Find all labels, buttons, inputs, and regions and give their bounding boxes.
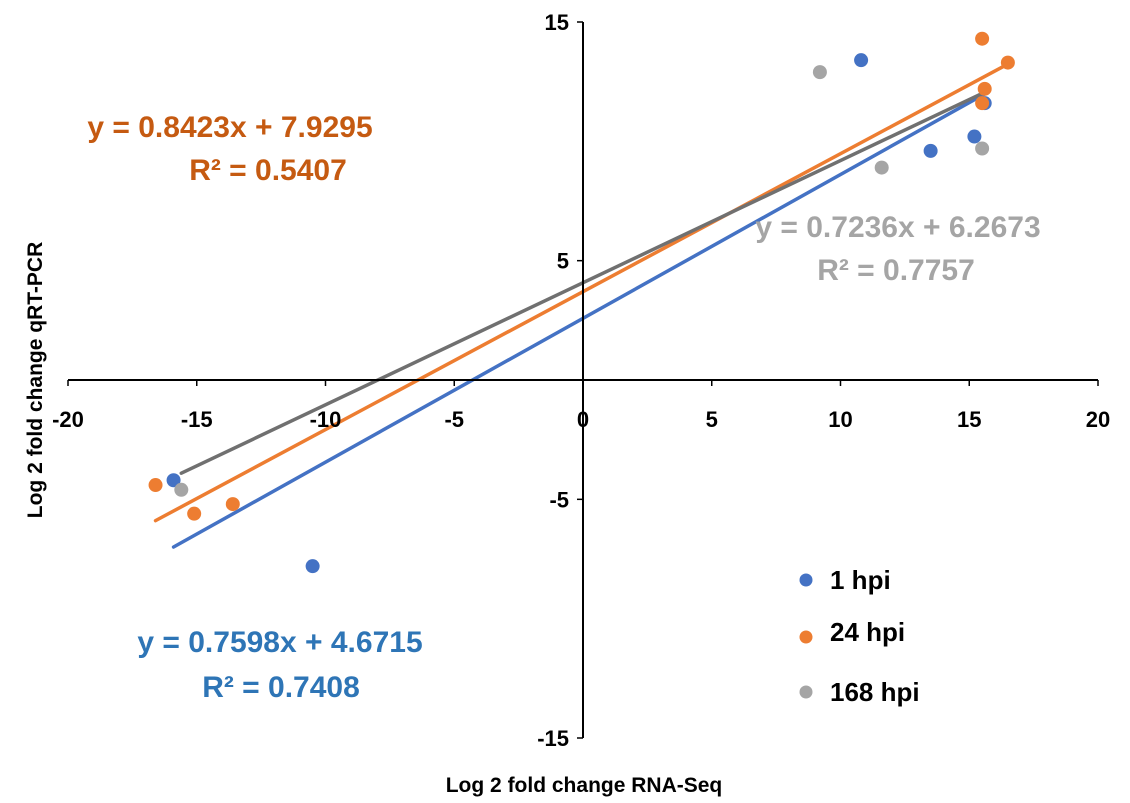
x-tick-label: -20 [52,407,84,432]
equation-blue: y = 0.7598x + 4.6715 [137,626,422,659]
legend-marker-24hpi [799,630,813,644]
equation-gray: y = 0.7236x + 6.2673 [755,211,1040,244]
x-tick-label: -10 [310,407,342,432]
data-point-168-hpi [174,482,189,497]
data-point-24-hpi [975,31,990,46]
y-axis-title: Log 2 fold change qRT-PCR [24,242,47,519]
y-tick-label: 15 [545,10,569,35]
data-point-24-hpi [977,81,992,96]
legend-label-1hpi: 1 hpi [830,565,891,595]
data-point-1-hpi [854,53,869,68]
data-point-1-hpi [967,129,982,144]
trendline-168-hpi [179,91,984,475]
r-squared-gray: R² = 0.7757 [817,254,975,287]
trendline-24-hpi [153,62,1010,523]
trendline-group [153,62,1010,549]
legend-marker-168hpi [799,685,813,699]
legend-marker-1hpi [799,573,813,587]
data-points-group [148,31,1015,574]
data-point-168-hpi [975,141,990,156]
data-point-24-hpi [225,497,240,512]
legend: 1 hpi 24 hpi 168 hpi [799,565,920,707]
trendline-1-hpi [171,92,987,549]
data-point-24-hpi [148,478,163,493]
x-tick-label: 0 [577,407,589,432]
legend-label-168hpi: 168 hpi [830,677,920,707]
r-squared-orange: R² = 0.5407 [189,154,347,187]
x-tick-label: 10 [828,407,852,432]
data-point-24-hpi [1000,55,1015,70]
data-point-168-hpi [874,160,889,175]
data-point-24-hpi [187,506,202,521]
data-point-1-hpi [923,143,938,158]
data-point-24-hpi [975,96,990,111]
legend-label-24hpi: 24 hpi [830,617,905,647]
y-tick-label: -15 [537,726,569,751]
x-tick-label: -5 [444,407,464,432]
x-tick-label: 5 [706,407,718,432]
y-tick-label: -5 [549,487,569,512]
data-point-1-hpi [166,473,181,488]
x-tick-label: 20 [1086,407,1110,432]
x-tick-label: -15 [181,407,213,432]
x-axis-title: Log 2 fold change RNA-Seq [446,774,723,797]
x-tick-label: 15 [957,407,981,432]
y-tick-labels: -15 -5 5 15 [537,10,583,751]
data-point-1-hpi [305,559,320,574]
data-point-168-hpi [812,65,827,80]
x-tick-labels: -20 -15 -10 -5 0 5 10 15 20 [52,380,1110,432]
equation-orange: y = 0.8423x + 7.9295 [87,111,372,144]
r-squared-blue: R² = 0.7408 [202,671,360,704]
y-tick-label: 5 [557,249,569,274]
